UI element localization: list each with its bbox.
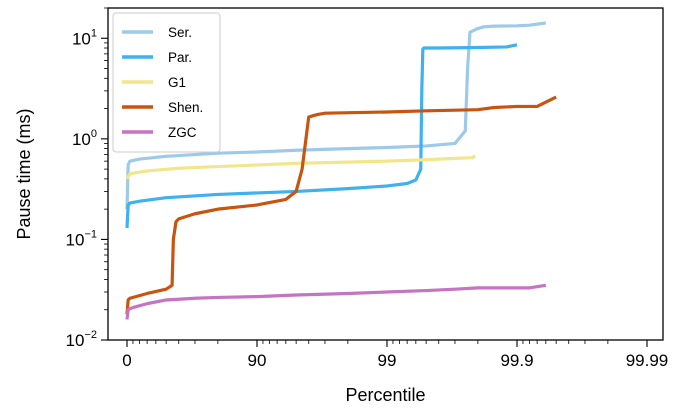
series-line-ser [125, 21, 547, 210]
x-axis-title: Percentile [345, 385, 425, 405]
x-tick-label: 99.9 [500, 351, 533, 370]
y-tick-label: 10−2 [66, 329, 97, 350]
legend-label-par: Par. [168, 50, 192, 65]
x-tick-label: 90 [248, 351, 267, 370]
y-axis-title: Pause time (ms) [14, 108, 34, 239]
legend-frame [112, 12, 221, 153]
y-tick-label: 101 [72, 27, 97, 48]
legend: Ser. Par. G1 Shen. ZGC [112, 12, 221, 153]
series-line-g1 [125, 154, 477, 180]
y-tick-label: 10−1 [66, 228, 97, 249]
plot-frame [107, 7, 664, 341]
series-line-par [125, 43, 518, 229]
x-tick-label: 0 [122, 351, 131, 370]
x-tick-label: 99.99 [626, 351, 669, 370]
legend-label-shen: Shen. [168, 100, 203, 115]
series-layer [125, 21, 557, 320]
legend-label-zgc: ZGC [168, 125, 197, 140]
legend-label-g1: G1 [168, 75, 186, 90]
x-tick-label: 99 [378, 351, 397, 370]
series-line-zgc [125, 283, 547, 320]
y-tick-label: 100 [72, 128, 97, 149]
series-line-shen [125, 95, 557, 315]
axes-layer: 0 90 99 99.9 99.99 10−2 10−1 100 101 [66, 7, 669, 370]
legend-label-ser: Ser. [168, 25, 192, 40]
